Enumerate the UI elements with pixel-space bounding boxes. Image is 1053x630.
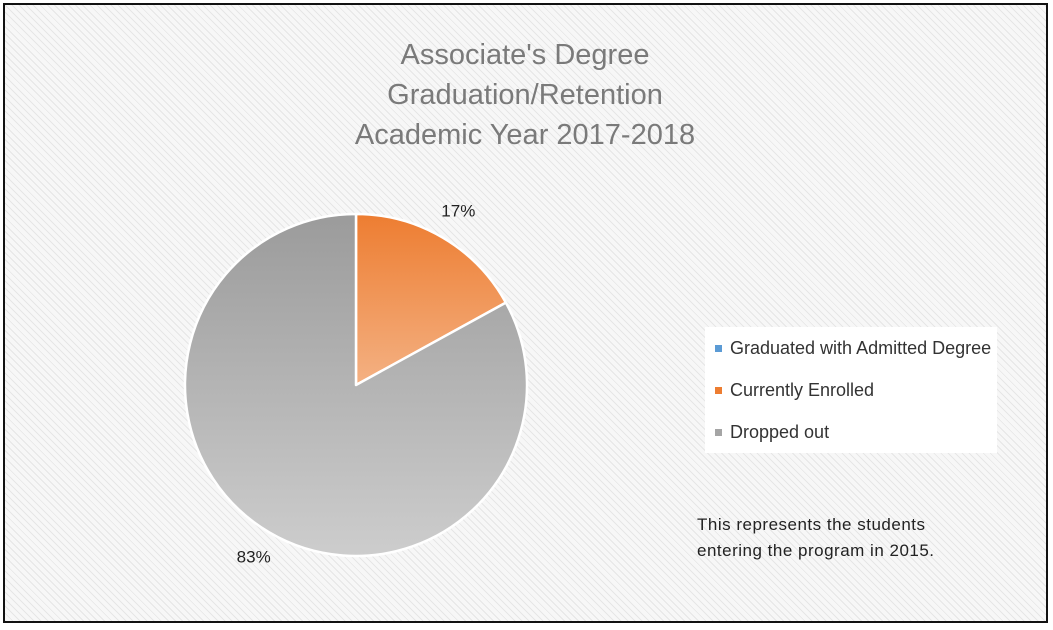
legend-label-dropped: Dropped out: [730, 421, 830, 442]
chart-title-line-2: Graduation/Retention: [387, 79, 663, 111]
chart-title-line-3: Academic Year 2017-2018: [354, 119, 696, 151]
legend-item-dropped: Dropped out: [705, 411, 997, 453]
chart-legend: Graduated with Admitted Degree Currently…: [705, 327, 998, 453]
note-line-1: This represents the students: [697, 515, 926, 534]
pie-chart: 17% 83%: [183, 201, 529, 566]
slice-dropped: [183, 212, 529, 558]
legend-item-enrolled: Currently Enrolled: [705, 369, 997, 411]
legend-item-graduated: Graduated with Admitted Degree: [705, 327, 997, 369]
data-label-dropped: 83%: [237, 547, 271, 566]
legend-label-enrolled: Currently Enrolled: [730, 379, 875, 400]
legend-swatch-enrolled: [715, 386, 722, 394]
legend-label-graduated: Graduated with Admitted Degree: [730, 337, 992, 358]
slice-enrolled: [354, 212, 508, 387]
legend-swatch-graduated: [715, 344, 722, 352]
data-label-enrolled: 17%: [441, 201, 475, 220]
chart-title-line-1: Associate's Degree: [400, 39, 650, 71]
chart-note: This represents the students entering th…: [697, 512, 935, 564]
chart-title: Associate's Degree Graduation/Retention …: [245, 35, 805, 155]
note-line-2: entering the program in 2015.: [697, 541, 935, 560]
chart-frame: Associate's Degree Graduation/Retention …: [3, 3, 1048, 623]
legend-swatch-dropped: [715, 428, 722, 436]
